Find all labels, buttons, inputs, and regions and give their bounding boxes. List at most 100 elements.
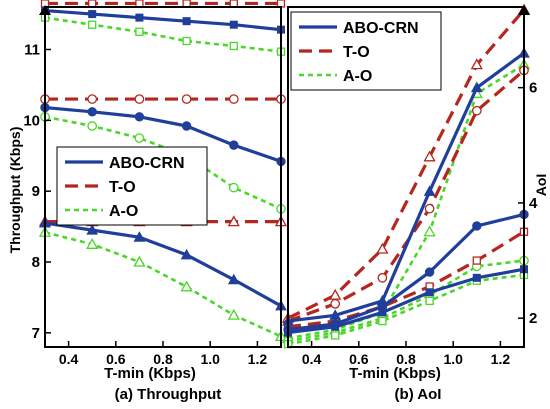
chart-a-yaxis-arrow [39, 5, 51, 15]
data-point [424, 203, 435, 214]
data-point [182, 17, 191, 26]
data-point [133, 231, 146, 242]
data-point [229, 140, 239, 150]
data-point [86, 237, 99, 249]
data-point [88, 20, 97, 29]
chart-b-legend: ABO-CRN T-O A-O [290, 11, 442, 91]
chart-b-caption: (b) AoI [395, 386, 442, 403]
chart-b-ylabel: AoI [533, 174, 549, 197]
series-line [44, 16, 282, 53]
chart-b-xtick-label: 1.2 [491, 351, 511, 367]
series-line [44, 230, 282, 338]
series-line [44, 221, 282, 308]
data-point [329, 288, 342, 300]
data-point [182, 0, 191, 8]
legend-label-t-o: T-O [109, 179, 136, 196]
data-point [229, 0, 238, 8]
data-point [134, 94, 145, 104]
chart-b-xtick-label: 0.4 [302, 351, 322, 367]
data-point [181, 94, 192, 104]
series-line [287, 212, 525, 332]
data-point [182, 36, 191, 46]
chart-a: 0.4 0.6 0.8 1.0 1.2 7 8 9 10 11 Throughput (Kbps)… [7, 0, 288, 403]
chart-b-yaxis-arrow [518, 5, 530, 15]
series-t-o-1 [40, 0, 286, 8]
data-point [425, 288, 434, 297]
chart-a-legend-box [56, 146, 208, 226]
chart-a-ytick-label: 9 [32, 183, 40, 200]
series-abo-crn-3 [39, 217, 287, 311]
chart-b-legend-box [290, 11, 442, 91]
data-point [133, 255, 146, 267]
data-point [425, 296, 434, 306]
data-point [424, 267, 435, 277]
chart-a-caption: (a) Throughput [115, 386, 222, 403]
data-point [227, 273, 240, 285]
data-point [227, 308, 240, 320]
chart-a-ytick-label: 8 [32, 254, 40, 271]
data-point [471, 105, 482, 116]
data-point [87, 107, 97, 117]
data-point [331, 322, 340, 331]
data-point [472, 221, 482, 231]
data-point [228, 94, 239, 104]
legend-label-a-o: A-O [109, 203, 138, 220]
chart-a-legend: ABO-CRN T-O A-O [56, 146, 208, 226]
legend-label-abo-crn: ABO-CRN [109, 155, 185, 172]
chart-b-xtick-label: 0.6 [349, 351, 369, 367]
data-point [228, 182, 239, 193]
series-a-o-3 [38, 225, 288, 342]
chart-a-ytick-label: 7 [32, 325, 40, 342]
data-point [423, 225, 436, 237]
chart-b-ytick-label: 6 [529, 80, 537, 97]
chart-a-xtick-label: 0.4 [59, 351, 79, 367]
chart-a-ylabel: Throughput (Kbps) [7, 127, 23, 254]
data-point [423, 150, 436, 162]
series-line [287, 259, 525, 343]
chart-b-plot [281, 3, 531, 349]
chart-a-ytick-label: 11 [24, 42, 40, 59]
data-point [135, 27, 144, 36]
data-point [87, 121, 98, 131]
series-line [287, 273, 525, 346]
data-point [276, 0, 286, 8]
data-point [181, 121, 192, 131]
series-line [287, 8, 526, 320]
chart-b-ticks: 0.4 0.6 0.8 1.0 1.2 2 4 6 [302, 5, 538, 367]
data-point [134, 112, 145, 122]
chart-b: 0.4 0.6 0.8 1.0 1.2 2 4 6 AoI T-min (Kbps) (b) … [281, 3, 549, 403]
data-point [135, 0, 144, 8]
data-point [378, 316, 387, 326]
legend-label-abo-crn: ABO-CRN [343, 20, 419, 37]
data-point [227, 215, 240, 227]
series-t-o-2 [283, 65, 529, 326]
data-point [472, 273, 481, 282]
data-point [135, 13, 144, 22]
data-point [376, 242, 389, 254]
series-line [44, 115, 282, 211]
chart-a-ticks: 0.4 0.6 0.8 1.0 1.2 7 8 9 10 11 [23, 5, 267, 367]
data-point [180, 280, 193, 292]
data-point [377, 272, 388, 283]
chart-b-ytick-label: 2 [529, 310, 537, 327]
data-point [229, 41, 238, 51]
chart-b-ytick-label: 4 [529, 195, 538, 212]
series-line [287, 267, 525, 335]
series-line [287, 63, 525, 340]
series-a-o-3 [283, 270, 529, 349]
data-point [229, 20, 238, 29]
chart-b-xtick-label: 1.0 [443, 351, 463, 367]
chart-a-xlabel: T-min (Kbps) [104, 365, 196, 382]
legend-label-a-o: A-O [343, 68, 372, 85]
chart-a-xtick-label: 0.8 [153, 351, 173, 367]
series-line [44, 8, 282, 32]
series-line [287, 69, 526, 323]
legend-label-t-o: T-O [343, 44, 370, 61]
chart-a-xtick-label: 1.0 [200, 351, 220, 367]
data-point [88, 0, 97, 8]
data-point [88, 10, 97, 19]
series-line [287, 51, 525, 323]
data-point [470, 81, 483, 93]
data-point [180, 248, 193, 260]
